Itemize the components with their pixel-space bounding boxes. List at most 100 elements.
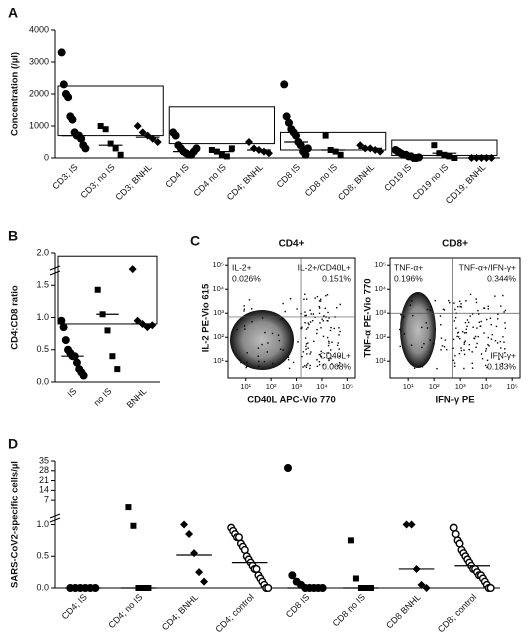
data-point — [451, 530, 460, 539]
x-tick-label: 10⁴ — [480, 382, 492, 391]
event-dot — [452, 347, 454, 349]
x-tick-label: CD3; BNHL — [113, 162, 153, 202]
event-dot — [310, 313, 312, 315]
event-dot — [236, 328, 238, 331]
event-dot — [326, 336, 329, 339]
y-tick-label: 1.0 — [36, 312, 49, 322]
event-dot — [318, 364, 321, 366]
data-point — [171, 131, 180, 140]
data-point — [59, 323, 68, 332]
y-tick-label: 0 — [44, 152, 49, 162]
event-dot — [306, 364, 308, 366]
event-dot — [399, 328, 401, 331]
event-dot — [403, 316, 405, 318]
event-dot — [456, 335, 458, 338]
data-point — [125, 504, 132, 511]
x-tick-label: 10⁵ — [342, 382, 353, 391]
event-dot — [454, 316, 457, 319]
data-point — [200, 577, 209, 586]
y-tick-label: 2000 — [29, 88, 49, 98]
y-tick-label: 1.5 — [36, 280, 49, 290]
event-dot — [309, 353, 311, 355]
data-point — [59, 80, 68, 89]
event-dot — [440, 349, 442, 351]
event-dot — [497, 313, 499, 316]
x-tick-label: BNHL — [125, 386, 149, 410]
event-dot — [240, 361, 242, 364]
event-dot — [466, 319, 469, 321]
data-point — [417, 580, 426, 589]
event-dot — [436, 367, 438, 370]
event-dot — [319, 300, 322, 302]
event-dot — [337, 342, 340, 344]
event-dot — [338, 327, 340, 329]
event-dot — [443, 346, 446, 348]
event-dot — [304, 314, 306, 317]
event-dot — [325, 294, 327, 297]
event-dot — [305, 314, 307, 317]
event-dot — [486, 359, 489, 362]
event-dot — [307, 322, 309, 324]
y-tick-label: 1.0 — [36, 519, 49, 529]
event-dot — [246, 361, 248, 364]
quadrant-percent: 0.151% — [322, 273, 351, 283]
event-dot — [480, 320, 482, 323]
y-axis-label: TNF-α PE-Vio 770 — [363, 278, 374, 357]
event-dot — [257, 355, 259, 357]
data-point — [81, 144, 90, 153]
event-dot — [459, 300, 461, 302]
event-dot — [468, 343, 471, 346]
plot-frame — [227, 257, 356, 379]
event-dot — [503, 341, 505, 343]
event-dot — [471, 367, 474, 369]
x-tick-label: 10¹ — [240, 382, 251, 391]
event-dot — [440, 324, 442, 326]
event-dot — [243, 308, 245, 310]
data-point — [223, 153, 230, 160]
x-tick-label: 10³ — [291, 382, 302, 391]
data-point — [282, 112, 291, 121]
event-dot — [243, 310, 245, 312]
event-dot — [457, 331, 460, 334]
data-point — [301, 150, 310, 159]
event-dot — [440, 337, 443, 339]
event-dot — [284, 310, 286, 313]
x-tick-label: CD8; control — [436, 592, 478, 634]
data-point — [133, 122, 142, 130]
event-dot — [498, 358, 500, 360]
event-dot — [409, 304, 412, 306]
y-tick-label: 14 — [39, 485, 49, 495]
y-tick-label: 0.0 — [36, 582, 49, 592]
data-point — [153, 138, 162, 146]
event-dot — [310, 351, 312, 353]
quadrant-percent: 0.344% — [487, 273, 516, 283]
event-dot — [496, 342, 499, 344]
quadrant-name: TNF-α+ — [394, 262, 423, 272]
event-dot — [487, 343, 489, 346]
event-dot — [316, 328, 318, 331]
event-dot — [475, 346, 477, 348]
y-tick-label: 10² — [213, 332, 224, 341]
x-tick-label: CD8 BNHL — [384, 592, 423, 631]
event-dot — [337, 364, 339, 367]
event-dot — [453, 320, 456, 322]
event-dot — [460, 303, 462, 305]
data-point — [244, 138, 253, 146]
event-density — [230, 310, 294, 370]
event-dot — [495, 325, 498, 328]
event-dot — [473, 337, 475, 339]
panel-label: B — [8, 228, 18, 244]
data-point — [192, 144, 201, 153]
event-dot — [322, 320, 324, 322]
event-dot — [309, 309, 311, 311]
event-dot — [305, 348, 307, 350]
y-tick-label: 7 — [44, 494, 49, 504]
event-dot — [312, 313, 315, 315]
event-dot — [339, 330, 341, 333]
data-point — [133, 316, 142, 325]
data-point — [337, 151, 344, 158]
event-dot — [400, 314, 402, 316]
event-dot — [336, 344, 339, 347]
y-tick-label: 28 — [39, 465, 49, 475]
